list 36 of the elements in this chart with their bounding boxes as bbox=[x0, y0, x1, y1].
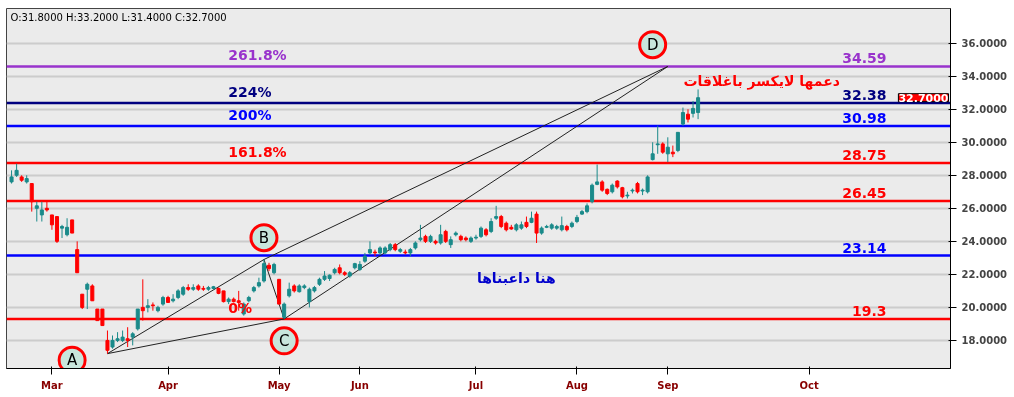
y-tick-label: 34.0000 bbox=[961, 71, 1008, 83]
y-tick-label: 26.0000 bbox=[961, 203, 1008, 215]
annotation: 161.8% bbox=[228, 143, 287, 160]
x-tick-label: Apr bbox=[158, 379, 179, 391]
y-tick-label: 18.0000 bbox=[961, 335, 1008, 347]
x-tick-label: Jul bbox=[467, 379, 484, 391]
annotation: O:31.8000 H:33.2000 L:31.4000 C:32.7000 bbox=[10, 11, 227, 23]
ref-line-label: 30.98 bbox=[842, 110, 887, 127]
annotation: C bbox=[278, 331, 290, 350]
x-tick-label: Jun bbox=[349, 379, 369, 391]
y-tick-label: 28.0000 bbox=[961, 170, 1008, 182]
ref-line-label: 32.38 bbox=[842, 86, 887, 103]
x-tick-label: Oct bbox=[799, 379, 819, 391]
y-tick-label: 30.0000 bbox=[961, 137, 1008, 149]
ref-line-label: 23.14 bbox=[842, 239, 887, 256]
x-tick-label: May bbox=[267, 379, 292, 391]
y-tick-label: 20.0000 bbox=[961, 302, 1008, 314]
ref-line-label: 19.3 bbox=[851, 302, 887, 319]
ref-line-label: 34.59 bbox=[842, 50, 887, 67]
ref-line-label: 28.75 bbox=[842, 146, 887, 163]
ref-line-label: 26.45 bbox=[842, 184, 887, 201]
annotation: B bbox=[258, 228, 270, 247]
y-tick-label: 32.0000 bbox=[961, 104, 1008, 116]
annotation: دعمها لايكسر باغلاقات bbox=[683, 72, 840, 90]
x-tick-label: Mar bbox=[41, 379, 63, 391]
x-tick-label: Aug bbox=[565, 379, 588, 391]
annotation: D bbox=[646, 35, 659, 54]
annotation: هنا داعبناها bbox=[476, 269, 556, 286]
x-tick-label: Sep bbox=[657, 379, 679, 391]
y-tick-label: 36.0000 bbox=[961, 38, 1008, 50]
annotation: 224% bbox=[228, 83, 272, 100]
annotation: A bbox=[67, 351, 78, 370]
y-tick-label: 22.0000 bbox=[961, 269, 1008, 281]
annotation: 261.8% bbox=[228, 47, 287, 64]
y-tick-label: 24.0000 bbox=[961, 236, 1008, 248]
annotation: 200% bbox=[228, 107, 272, 124]
